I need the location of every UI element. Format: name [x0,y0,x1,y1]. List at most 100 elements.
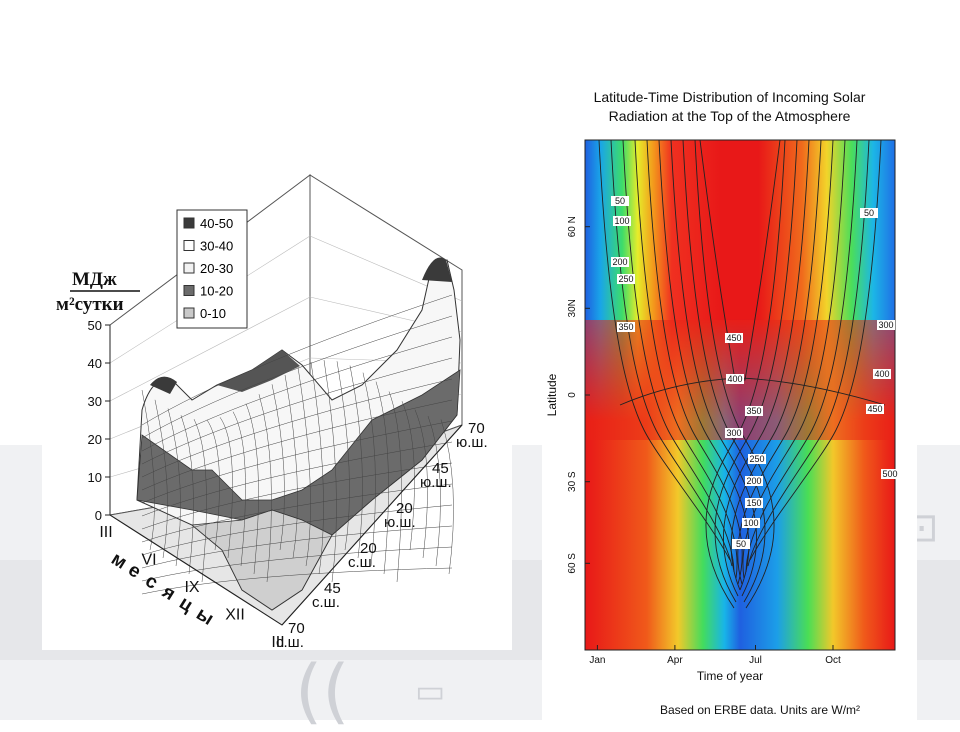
x-tick-Jan: Jan [589,655,605,666]
z-label-bottom: м²сутки [56,294,124,315]
x-tick-Apr: Apr [667,655,683,666]
surface [136,257,461,611]
mesh-line [167,408,181,567]
mesh-line [141,357,453,465]
legend-swatch [183,240,195,251]
y-tick-0: 60 N [567,216,578,237]
lat-tick-hemisphere: с.ш. [276,634,304,650]
contour-label-center-300: 300 [726,428,741,438]
mesh-line [141,420,453,504]
contour-label-bg [866,404,884,414]
z-tick-10: 10 [88,470,102,485]
surface-svg: 0 10 20 30 40 50 МДж м²сутки III VI IX XII III ме… [56,174,488,651]
lat-tick-hemisphere: с.ш. [348,554,376,571]
contour-label-nw-50: 50 [615,196,625,206]
peak-left [150,376,177,394]
mesh-line [271,384,285,551]
contour-label-bg [881,469,899,479]
lat-tick-hemisphere: ю.ш. [420,474,452,491]
contour-label-center-200: 200 [746,476,761,486]
decorative-arcs: (( [295,650,350,732]
contour-label-east-450: 450 [867,404,882,414]
contour-line [747,140,870,567]
contour-label-center-150: 150 [746,498,761,508]
lat-tick-hemisphere: ю.ш. [384,514,416,531]
legend-label: 30-40 [200,239,233,254]
mesh-line [245,403,259,575]
mesh-line [349,365,363,559]
contour-label-bg [873,369,891,379]
heatmap-title-line1: Latitude-Time Distribution of Incoming S… [593,89,866,105]
z-tick-20: 20 [88,432,102,447]
contour-label-bg [725,428,743,438]
lat-tick-value: 70 [468,420,485,437]
contour-label-bg [726,374,744,384]
mesh-line [414,409,428,559]
mesh-line [180,415,194,575]
units-note: Based on ERBE data. Units are W/m² [660,703,860,717]
month-axis-letter: ц [175,592,196,616]
contour-line [742,140,846,579]
contour-line [634,140,738,579]
legend-label: 10-20 [200,284,233,299]
y-tick-labels: 60 N 30N 0 30 S 60 S [567,216,590,574]
contour-label-bg [611,257,629,267]
contour-line [722,140,810,597]
legend: 40-50 30-40 20-30 10-20 0-10 [176,209,248,329]
mesh-line [154,399,168,559]
mesh-line [141,336,453,452]
mesh-line [141,525,453,569]
x-tick-Oct: Oct [825,655,841,666]
mesh-line [310,362,324,575]
contour-label-center-250: 250 [749,454,764,464]
legend-label: 0-10 [200,306,226,321]
mesh-line [258,394,272,583]
mesh-line [141,546,453,582]
mesh-line [141,315,453,439]
legend-label: 20-30 [200,261,233,276]
legend-items: 40-50 30-40 20-30 10-20 0-10 [183,216,233,321]
mesh-line [206,419,220,551]
mesh-line [362,372,376,567]
decorative-glyph-2: ▭ [415,672,446,710]
mesh-line [141,389,155,551]
contour-label-center-450: 450 [726,333,741,343]
contour-line [682,140,766,603]
z-tick-30: 30 [88,394,102,409]
heatmap-field [585,140,895,650]
lat-tick-labels: 70ю.ш.45ю.ш.20ю.ш.20с.ш.45с.ш.70с.ш. [276,420,488,651]
y-tick-1: 30N [567,299,578,317]
contour-line [610,140,733,567]
y-axis-label: Latitude [545,373,559,416]
lat-tick-hemisphere: с.ш. [312,594,340,611]
contour-label-east-300: 300 [878,320,893,330]
mesh-line [193,419,207,583]
mesh-line [141,504,453,556]
heatmap-title-line2: Radiation at the Top of the Atmosphere [608,108,851,124]
legend-swatch [183,307,195,319]
y-tick-2: 0 [567,392,578,398]
contour-label-bg [745,498,763,508]
mesh-line [141,567,453,595]
z-tick-50: 50 [88,318,102,333]
z-tick-0: 0 [95,508,102,523]
month-tick-1: VI [141,552,156,569]
contour-label-bg [745,406,763,416]
contour-label-bg [860,208,878,218]
mesh-line [401,401,415,551]
heatmap-chart: Latitude-Time Distribution of Incoming S… [542,80,917,720]
wall-gridline [109,296,311,402]
x-tick-Jul: Jul [749,655,762,666]
contour-line [598,140,731,561]
lat-axis [281,424,463,626]
contour-line [705,140,786,609]
surface-mesh [141,294,454,595]
lat-tick-value: 45 [324,580,341,597]
mesh-line [440,419,454,575]
contour-label-bg [877,320,895,330]
lat-tick-value: 20 [360,540,377,557]
month-axis-letter: е [124,559,144,582]
contour-label-east-500: 500 [882,469,897,479]
contour-label-bg [742,518,760,528]
